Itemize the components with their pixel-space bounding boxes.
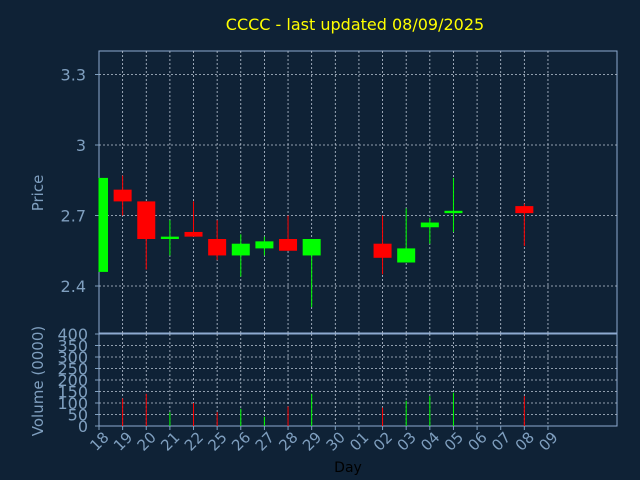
x-tick-label: 05: [441, 428, 467, 454]
candle-body: [184, 231, 203, 237]
x-tick-label: 25: [204, 428, 230, 454]
candle-body: [444, 210, 463, 214]
x-tick-label: 27: [252, 428, 278, 454]
candle-05: [444, 177, 463, 232]
volume-tick-label: 300: [57, 348, 88, 367]
candle-04: [420, 217, 439, 244]
candle-22: [184, 201, 203, 237]
candle-28: [279, 215, 298, 251]
x-tick-label: 30: [323, 428, 349, 454]
candle-body: [99, 177, 108, 272]
candle-body: [208, 239, 227, 256]
price-tick-label: 2.4: [61, 277, 86, 296]
price-axis-label: Price: [29, 175, 47, 212]
x-tick-label: 07: [488, 428, 514, 454]
candle-21: [160, 220, 179, 256]
volume-tick-label: 400: [57, 325, 88, 344]
volume-tick-label: 150: [57, 383, 88, 402]
volume-tick-label: 100: [57, 394, 88, 413]
x-tick-label: 03: [394, 428, 420, 454]
x-tick-label: 28: [275, 428, 301, 454]
x-tick-label: 04: [417, 428, 443, 454]
volume-tick-label: 0: [78, 417, 88, 436]
x-tick-label: 18: [86, 428, 112, 454]
volume-tick-label: 200: [57, 371, 88, 390]
candle-02: [373, 215, 392, 275]
volume-tick-label: 350: [57, 337, 88, 356]
day-axis-label: Day: [334, 460, 362, 476]
candle-27: [255, 236, 274, 256]
candle-body: [397, 248, 416, 263]
candle-19: [113, 175, 132, 216]
x-tick-label: 29: [299, 428, 325, 454]
x-tick-label: 21: [157, 428, 183, 454]
candle-29: [302, 239, 321, 308]
candle-body: [373, 243, 392, 258]
x-tick-label: 09: [535, 428, 561, 454]
price-tick-label: 3.3: [61, 66, 86, 85]
x-tick-label: 19: [110, 428, 136, 454]
candle-body: [279, 239, 298, 251]
x-tick-label: 26: [228, 428, 254, 454]
candle-body: [302, 239, 321, 256]
candle-body: [231, 243, 250, 256]
candle-body: [160, 236, 179, 239]
candle-18: [98, 177, 108, 272]
candle-body: [420, 222, 439, 228]
candle-20: [137, 201, 156, 270]
candle-03: [397, 208, 416, 263]
volume-axis-label: Volume (0000): [29, 326, 47, 436]
candle-body: [113, 189, 132, 202]
x-tick-label: 08: [512, 428, 538, 454]
candle-25: [208, 220, 227, 261]
x-tick-label: 02: [370, 428, 396, 454]
candle-26: [231, 234, 250, 277]
x-tick-label: 20: [134, 428, 160, 454]
candle-body: [137, 201, 156, 239]
x-tick-label: 01: [346, 428, 372, 454]
x-tick-label: 22: [181, 428, 207, 454]
candle-08: [515, 203, 534, 247]
x-tick-label: 06: [464, 428, 490, 454]
volume-tick-label: 250: [57, 360, 88, 379]
price-plot-frame: [98, 50, 618, 334]
price-tick-label: 2.7: [61, 207, 86, 226]
candle-body: [255, 241, 274, 249]
volume-tick-label: 50: [68, 406, 88, 425]
candle-body: [515, 206, 534, 214]
price-tick-label: 3: [76, 136, 86, 155]
chart-title: CCCC - last updated 08/09/2025: [226, 15, 484, 34]
